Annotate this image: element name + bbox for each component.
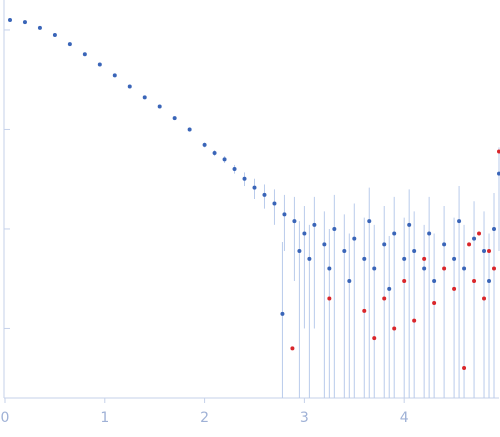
data-point [462,266,467,271]
data-point [7,17,12,22]
data-point [392,326,397,331]
x-tick-label: 1 [100,410,109,426]
data-point [412,318,417,323]
data-point [497,171,500,176]
data-point [482,296,487,301]
data-point [22,20,27,25]
data-point [472,236,477,241]
data-point [457,219,462,224]
data-point [382,242,387,247]
data-point [432,301,437,306]
data-point [292,219,297,224]
data-point [382,296,387,301]
data-point [327,266,332,271]
data-point [297,249,302,254]
data-point [327,296,332,301]
data-point [307,256,312,261]
data-point [372,266,377,271]
data-point [282,212,287,217]
data-point [352,236,357,241]
data-point [452,256,457,261]
data-point [477,231,482,236]
x-tick-label: 3 [300,410,309,426]
data-point [97,62,102,67]
data-point [442,266,447,271]
data-point [387,286,392,291]
data-point [372,336,377,341]
data-point [422,266,427,271]
data-point [212,150,217,155]
data-point [482,249,487,254]
data-point [442,242,447,247]
data-point [332,226,337,231]
data-point [142,95,147,100]
x-tick-label: 0 [1,410,10,426]
data-point [272,201,277,206]
data-point [362,308,367,313]
data-point [487,249,492,254]
data-point [452,286,457,291]
data-point [242,176,247,181]
data-point [202,142,207,147]
data-point [422,256,427,261]
data-point [362,256,367,261]
data-point [402,256,407,261]
data-point [312,222,317,227]
x-tick-label: 4 [400,410,409,426]
data-point [112,73,117,78]
data-point [222,157,227,162]
data-point [172,116,177,121]
data-point [467,242,472,247]
data-point [432,278,437,283]
data-point [37,25,42,30]
data-point [492,266,497,271]
data-point [367,219,372,224]
data-point [262,192,267,197]
data-point [492,226,497,231]
data-point [427,231,432,236]
data-point [392,231,397,236]
data-point [187,127,192,132]
data-point [347,278,352,283]
data-point [497,149,500,154]
data-point [280,311,285,316]
data-point [232,167,237,172]
data-point [322,242,327,247]
data-point [472,278,477,283]
data-point [342,249,347,254]
x-tick-label: 2 [200,410,209,426]
data-point [52,32,57,37]
data-point [412,249,417,254]
data-point [402,278,407,283]
data-point [157,104,162,109]
data-point [290,346,295,351]
data-point [462,366,467,371]
data-point [487,278,492,283]
data-point [302,231,307,236]
data-point [127,84,132,89]
data-point [252,185,257,190]
data-point [82,52,87,57]
data-point [67,42,72,47]
data-point [407,222,412,227]
